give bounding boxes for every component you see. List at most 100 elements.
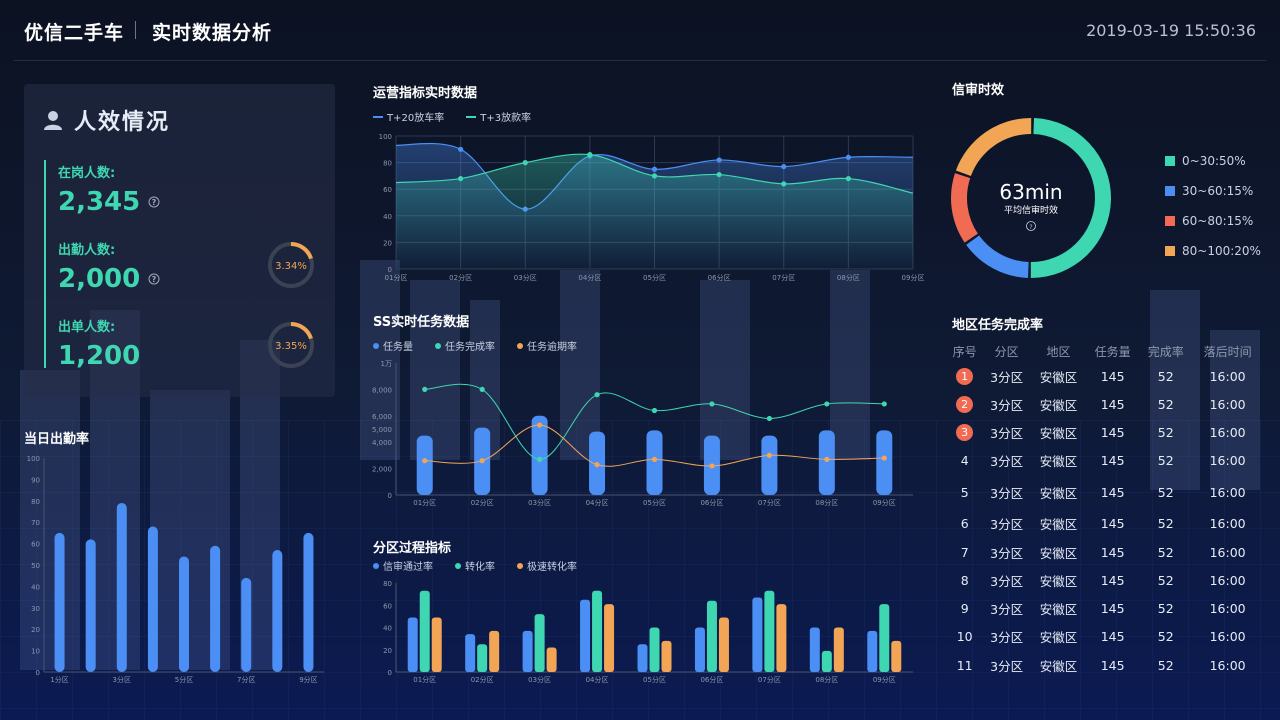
process-bar bbox=[637, 644, 648, 672]
table-cell: 52 bbox=[1157, 572, 1174, 588]
series-point bbox=[716, 171, 722, 178]
help-icon[interactable]: ? bbox=[1026, 221, 1036, 232]
donut-slice bbox=[1030, 118, 1111, 278]
table-row[interactable]: 1 3分区 安徽区 145 52 16:00 bbox=[947, 362, 1263, 390]
column-header[interactable]: 落后时间 bbox=[1203, 344, 1252, 359]
column-header[interactable]: 序号 bbox=[952, 344, 977, 359]
y-tick-label: 20 bbox=[383, 647, 392, 655]
help-icon[interactable]: ? bbox=[148, 273, 160, 285]
series-point bbox=[651, 407, 658, 414]
legend-item[interactable]: T+3放款率 bbox=[466, 109, 531, 124]
x-tick-label: 03分区 bbox=[514, 273, 537, 282]
legend-item[interactable]: 60~80:15% bbox=[1165, 206, 1261, 236]
x-tick-label: 08分区 bbox=[837, 273, 860, 282]
series-point bbox=[522, 160, 528, 166]
table-row[interactable]: 2 3分区 安徽区 145 52 16:00 bbox=[947, 390, 1263, 418]
legend-item[interactable]: 80~100:20% bbox=[1165, 236, 1261, 266]
task-bar bbox=[761, 435, 778, 495]
column-header[interactable]: 完成率 bbox=[1147, 344, 1184, 359]
help-icon[interactable]: ? bbox=[148, 196, 160, 208]
legend-item[interactable]: 0~30:50% bbox=[1165, 146, 1261, 176]
y-tick-label: 70 bbox=[31, 519, 40, 527]
table-cell: 安徽区 bbox=[1039, 369, 1078, 385]
datetime-display: 2019-03-19 15:50:36 bbox=[1086, 21, 1256, 40]
table-cell: 3分区 bbox=[990, 369, 1024, 385]
table-cell: 145 bbox=[1100, 396, 1125, 412]
column-header[interactable]: 地区 bbox=[1046, 344, 1071, 359]
table-cell: 145 bbox=[1100, 368, 1125, 384]
y-tick-label: 6,000 bbox=[372, 413, 392, 421]
legend-item[interactable]: T+20放车率 bbox=[373, 109, 444, 124]
table-row[interactable]: 7 3分区 安徽区 145 52 16:00 bbox=[947, 538, 1263, 566]
table-row[interactable]: 5 3分区 安徽区 145 52 16:00 bbox=[947, 475, 1263, 509]
attendance-bar bbox=[147, 526, 158, 672]
process-bar bbox=[891, 640, 902, 672]
ops-title: 运营指标实时数据 bbox=[373, 86, 478, 101]
legend-label: T+3放款率 bbox=[480, 113, 532, 124]
series-line bbox=[424, 383, 885, 460]
table-row[interactable]: 6 3分区 安徽区 145 52 16:00 bbox=[947, 509, 1263, 538]
ring-arc bbox=[268, 242, 314, 288]
table-cell: 3分区 bbox=[990, 573, 1024, 589]
table-cell: 安徽区 bbox=[1039, 659, 1078, 674]
x-tick-label: 03分区 bbox=[528, 675, 551, 684]
ring-label: 3.35% bbox=[275, 341, 307, 352]
legend-item[interactable]: 转化率 bbox=[455, 558, 495, 573]
table-cell: 安徽区 bbox=[1039, 425, 1078, 441]
legend-item[interactable]: 任务量 bbox=[373, 338, 413, 353]
legend-label: 极速转化率 bbox=[527, 562, 577, 573]
attendance-bar bbox=[54, 532, 65, 672]
x-tick-label: 1分区 bbox=[50, 675, 68, 684]
table-cell: 1 bbox=[947, 362, 982, 390]
table-row[interactable]: 8 3分区 安徽区 145 52 16:00 bbox=[947, 566, 1263, 594]
table-row[interactable]: 11 3分区 安徽区 145 52 16:00 bbox=[947, 651, 1263, 680]
x-tick-label: 06分区 bbox=[700, 498, 723, 507]
y-tick-label: 40 bbox=[383, 625, 392, 633]
table-header-row: 序号 分区 地区 任务量 完成率 落后时间 bbox=[947, 340, 1263, 362]
series-point bbox=[422, 458, 428, 464]
series-point bbox=[651, 173, 658, 179]
table-cell: 3 bbox=[947, 418, 982, 446]
legend-item[interactable]: 任务逾期率 bbox=[517, 338, 577, 353]
series-point bbox=[651, 166, 658, 172]
legend-item[interactable]: 任务完成率 bbox=[435, 338, 495, 353]
credit-legend: 0~30:50% 30~60:15% 60~80:15% 80~100:20% bbox=[1165, 146, 1261, 266]
y-tick-label: 0 bbox=[36, 669, 40, 677]
table-cell: 7 bbox=[960, 544, 969, 560]
legend-item[interactable]: 30~60:15% bbox=[1165, 176, 1261, 206]
table-row[interactable]: 9 3分区 安徽区 145 52 16:00 bbox=[947, 594, 1263, 622]
table-cell: 安徽区 bbox=[1039, 630, 1078, 645]
process-bar bbox=[592, 590, 603, 672]
column-header[interactable]: 任务量 bbox=[1094, 344, 1131, 359]
column-header[interactable]: 分区 bbox=[994, 344, 1019, 359]
table-cell: 52 bbox=[1157, 424, 1174, 440]
table-cell: 52 bbox=[1157, 629, 1174, 644]
legend-item[interactable]: 极速转化率 bbox=[517, 558, 577, 573]
table-cell: 145 bbox=[1100, 453, 1125, 468]
attendance-title: 当日出勤率 bbox=[24, 432, 90, 447]
table-row[interactable]: 4 3分区 安徽区 145 52 16:00 bbox=[947, 446, 1263, 475]
table-row[interactable]: 10 3分区 安徽区 145 52 16:00 bbox=[947, 622, 1263, 651]
series-point bbox=[845, 154, 851, 160]
y-tick-label: 10 bbox=[31, 648, 40, 656]
rank-badge: 3 bbox=[956, 423, 974, 441]
table-cell: 145 bbox=[1100, 424, 1125, 440]
x-tick-label: 06分区 bbox=[700, 675, 723, 684]
series-point bbox=[709, 463, 715, 469]
x-tick-label: 5分区 bbox=[175, 675, 193, 684]
region-title: 地区任务完成率 bbox=[952, 318, 1044, 333]
y-tick-label: 80 bbox=[383, 580, 392, 588]
table-cell: 3分区 bbox=[990, 630, 1024, 645]
table-row[interactable]: 3 3分区 安徽区 145 52 16:00 bbox=[947, 418, 1263, 446]
x-tick-label: 05分区 bbox=[643, 498, 666, 507]
legend-label: 任务逾期率 bbox=[527, 342, 577, 353]
table-cell: 145 bbox=[1100, 572, 1125, 588]
y-tick-label: 60 bbox=[383, 186, 392, 194]
series-point bbox=[594, 392, 600, 398]
x-tick-label: 9分区 bbox=[299, 675, 317, 684]
process-bar bbox=[718, 617, 729, 672]
ring-label: 3.34% bbox=[275, 261, 307, 272]
y-tick-label: 1万 bbox=[381, 360, 392, 368]
legend-item[interactable]: 信审通过率 bbox=[373, 558, 433, 573]
table-cell: 145 bbox=[1100, 484, 1125, 500]
